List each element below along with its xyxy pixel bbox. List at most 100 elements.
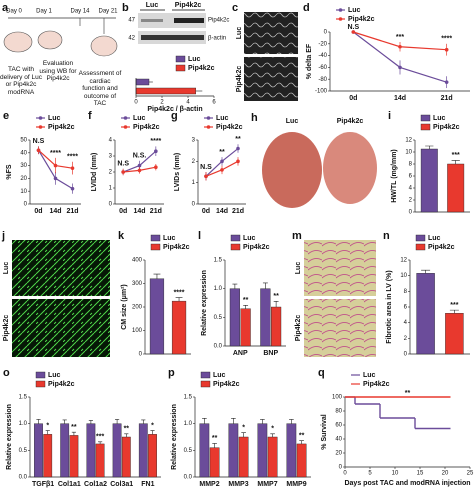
- y-tick-label: 2: [409, 198, 413, 204]
- x-axis-label: Pip4k2c / β-actin: [147, 106, 202, 113]
- error-bar: [273, 300, 279, 308]
- error-bar: [449, 309, 459, 314]
- legend-symbol: [415, 234, 426, 242]
- histology-image: [12, 240, 110, 296]
- data-point: [444, 80, 449, 84]
- legend-label: Pip4k2c: [188, 65, 215, 72]
- error-bar: [141, 419, 146, 424]
- error-bar: [260, 419, 265, 424]
- legend-symbol: [420, 123, 431, 131]
- legend-symbol: [35, 380, 46, 388]
- blot-band: [174, 18, 204, 23]
- error-bar: [212, 443, 217, 448]
- legend-label: Luc: [348, 7, 361, 14]
- significance: ***: [96, 434, 104, 441]
- x-tick-label: 10: [392, 471, 399, 477]
- x-tick-label: MMP7: [257, 481, 277, 488]
- y-axis-label: % Survival: [321, 414, 328, 449]
- significance: **: [299, 433, 305, 440]
- bar: [286, 423, 297, 478]
- legend-symbol: [338, 8, 343, 12]
- legend-label: Pip4k2c: [363, 381, 390, 388]
- y-tick-label: 2: [109, 170, 113, 176]
- x-tick-label: 21d: [441, 95, 453, 102]
- y-axis-label: LVIDs (mm): [174, 153, 181, 191]
- x-tick-label: 21d: [150, 208, 162, 215]
- error-bar: [231, 418, 236, 424]
- significance: **: [219, 149, 225, 156]
- panel-letter: k: [118, 230, 125, 242]
- y-tick-label: 2: [192, 159, 196, 165]
- x-tick-label: 20: [442, 471, 449, 477]
- data-point: [53, 163, 58, 168]
- y-tick-label: -60: [318, 65, 327, 71]
- error-bar: [299, 440, 304, 444]
- x-tick-label: 25: [467, 471, 474, 477]
- significance: ****: [174, 289, 185, 296]
- legend-symbol: [175, 55, 186, 63]
- image-label: Luc: [3, 262, 10, 275]
- error-bar: [98, 441, 103, 444]
- bar: [257, 423, 268, 478]
- panel-letter: f: [88, 110, 92, 122]
- legend-label: Pip4k2c: [348, 16, 375, 23]
- x-tick-label: 0d: [349, 95, 357, 102]
- legend-label: Luc: [363, 372, 376, 379]
- panel-letter: b: [122, 2, 129, 14]
- data-point: [53, 176, 58, 181]
- significance: *: [46, 422, 49, 429]
- data-point: [70, 186, 75, 191]
- panel-letter: l: [198, 230, 201, 242]
- data-point: [444, 47, 449, 52]
- blot-image: [138, 13, 206, 28]
- error-bar: [451, 160, 460, 164]
- image-label: Pip4k2c: [337, 118, 364, 125]
- mouse-icon: [37, 30, 63, 50]
- y-tick-label: 0.0: [214, 344, 223, 350]
- bar: [416, 273, 435, 355]
- y-tick-label: 20: [20, 176, 27, 182]
- legend-symbol: [150, 234, 161, 242]
- bar: [34, 423, 43, 478]
- y-tick-label: 0: [139, 352, 143, 358]
- x-tick-label: 14d: [394, 95, 406, 102]
- band-label: Pip4k2c: [208, 18, 229, 24]
- histology-image: [304, 240, 376, 296]
- error-bar: [175, 297, 183, 302]
- legend-label: Luc: [48, 115, 61, 122]
- bar: [112, 423, 122, 478]
- significance: N.S: [33, 138, 45, 145]
- x-tick-label: 4: [186, 100, 190, 106]
- data-point: [204, 174, 208, 179]
- mouse-icon: [90, 35, 118, 57]
- size-marker: 47: [128, 18, 135, 24]
- legend-label: Pip4k2c: [48, 124, 75, 131]
- bar: [171, 300, 187, 355]
- bar: [148, 434, 157, 478]
- panel-letter: e: [3, 110, 9, 122]
- significance: *: [242, 425, 245, 432]
- significance: **: [124, 426, 130, 433]
- x-tick-label: MMP3: [228, 481, 248, 488]
- y-axis-label: Relative expression: [171, 404, 178, 470]
- image-label: Pip4k2c: [236, 66, 243, 93]
- image-label: Pip4k2c: [295, 315, 302, 342]
- day-label: Day 0: [6, 9, 22, 15]
- bar: [209, 447, 220, 478]
- significance: ****: [150, 138, 161, 145]
- x-tick-label: 14d: [133, 208, 145, 215]
- panel-letter: i: [388, 110, 391, 122]
- bar: [60, 423, 70, 478]
- error-bar: [202, 418, 207, 424]
- legend-label: Luc: [433, 115, 446, 122]
- significance: *: [151, 422, 154, 429]
- legend-symbol: [420, 114, 431, 122]
- error-bar: [153, 273, 161, 279]
- significance: ****: [50, 150, 61, 157]
- legend-label: Luc: [428, 235, 441, 242]
- x-tick-label: 0d: [34, 208, 42, 215]
- legend-symbol: [150, 243, 161, 251]
- legend-label: Luc: [163, 235, 176, 242]
- x-tick-label: Col3a1: [110, 481, 133, 488]
- heart-image: [262, 132, 322, 208]
